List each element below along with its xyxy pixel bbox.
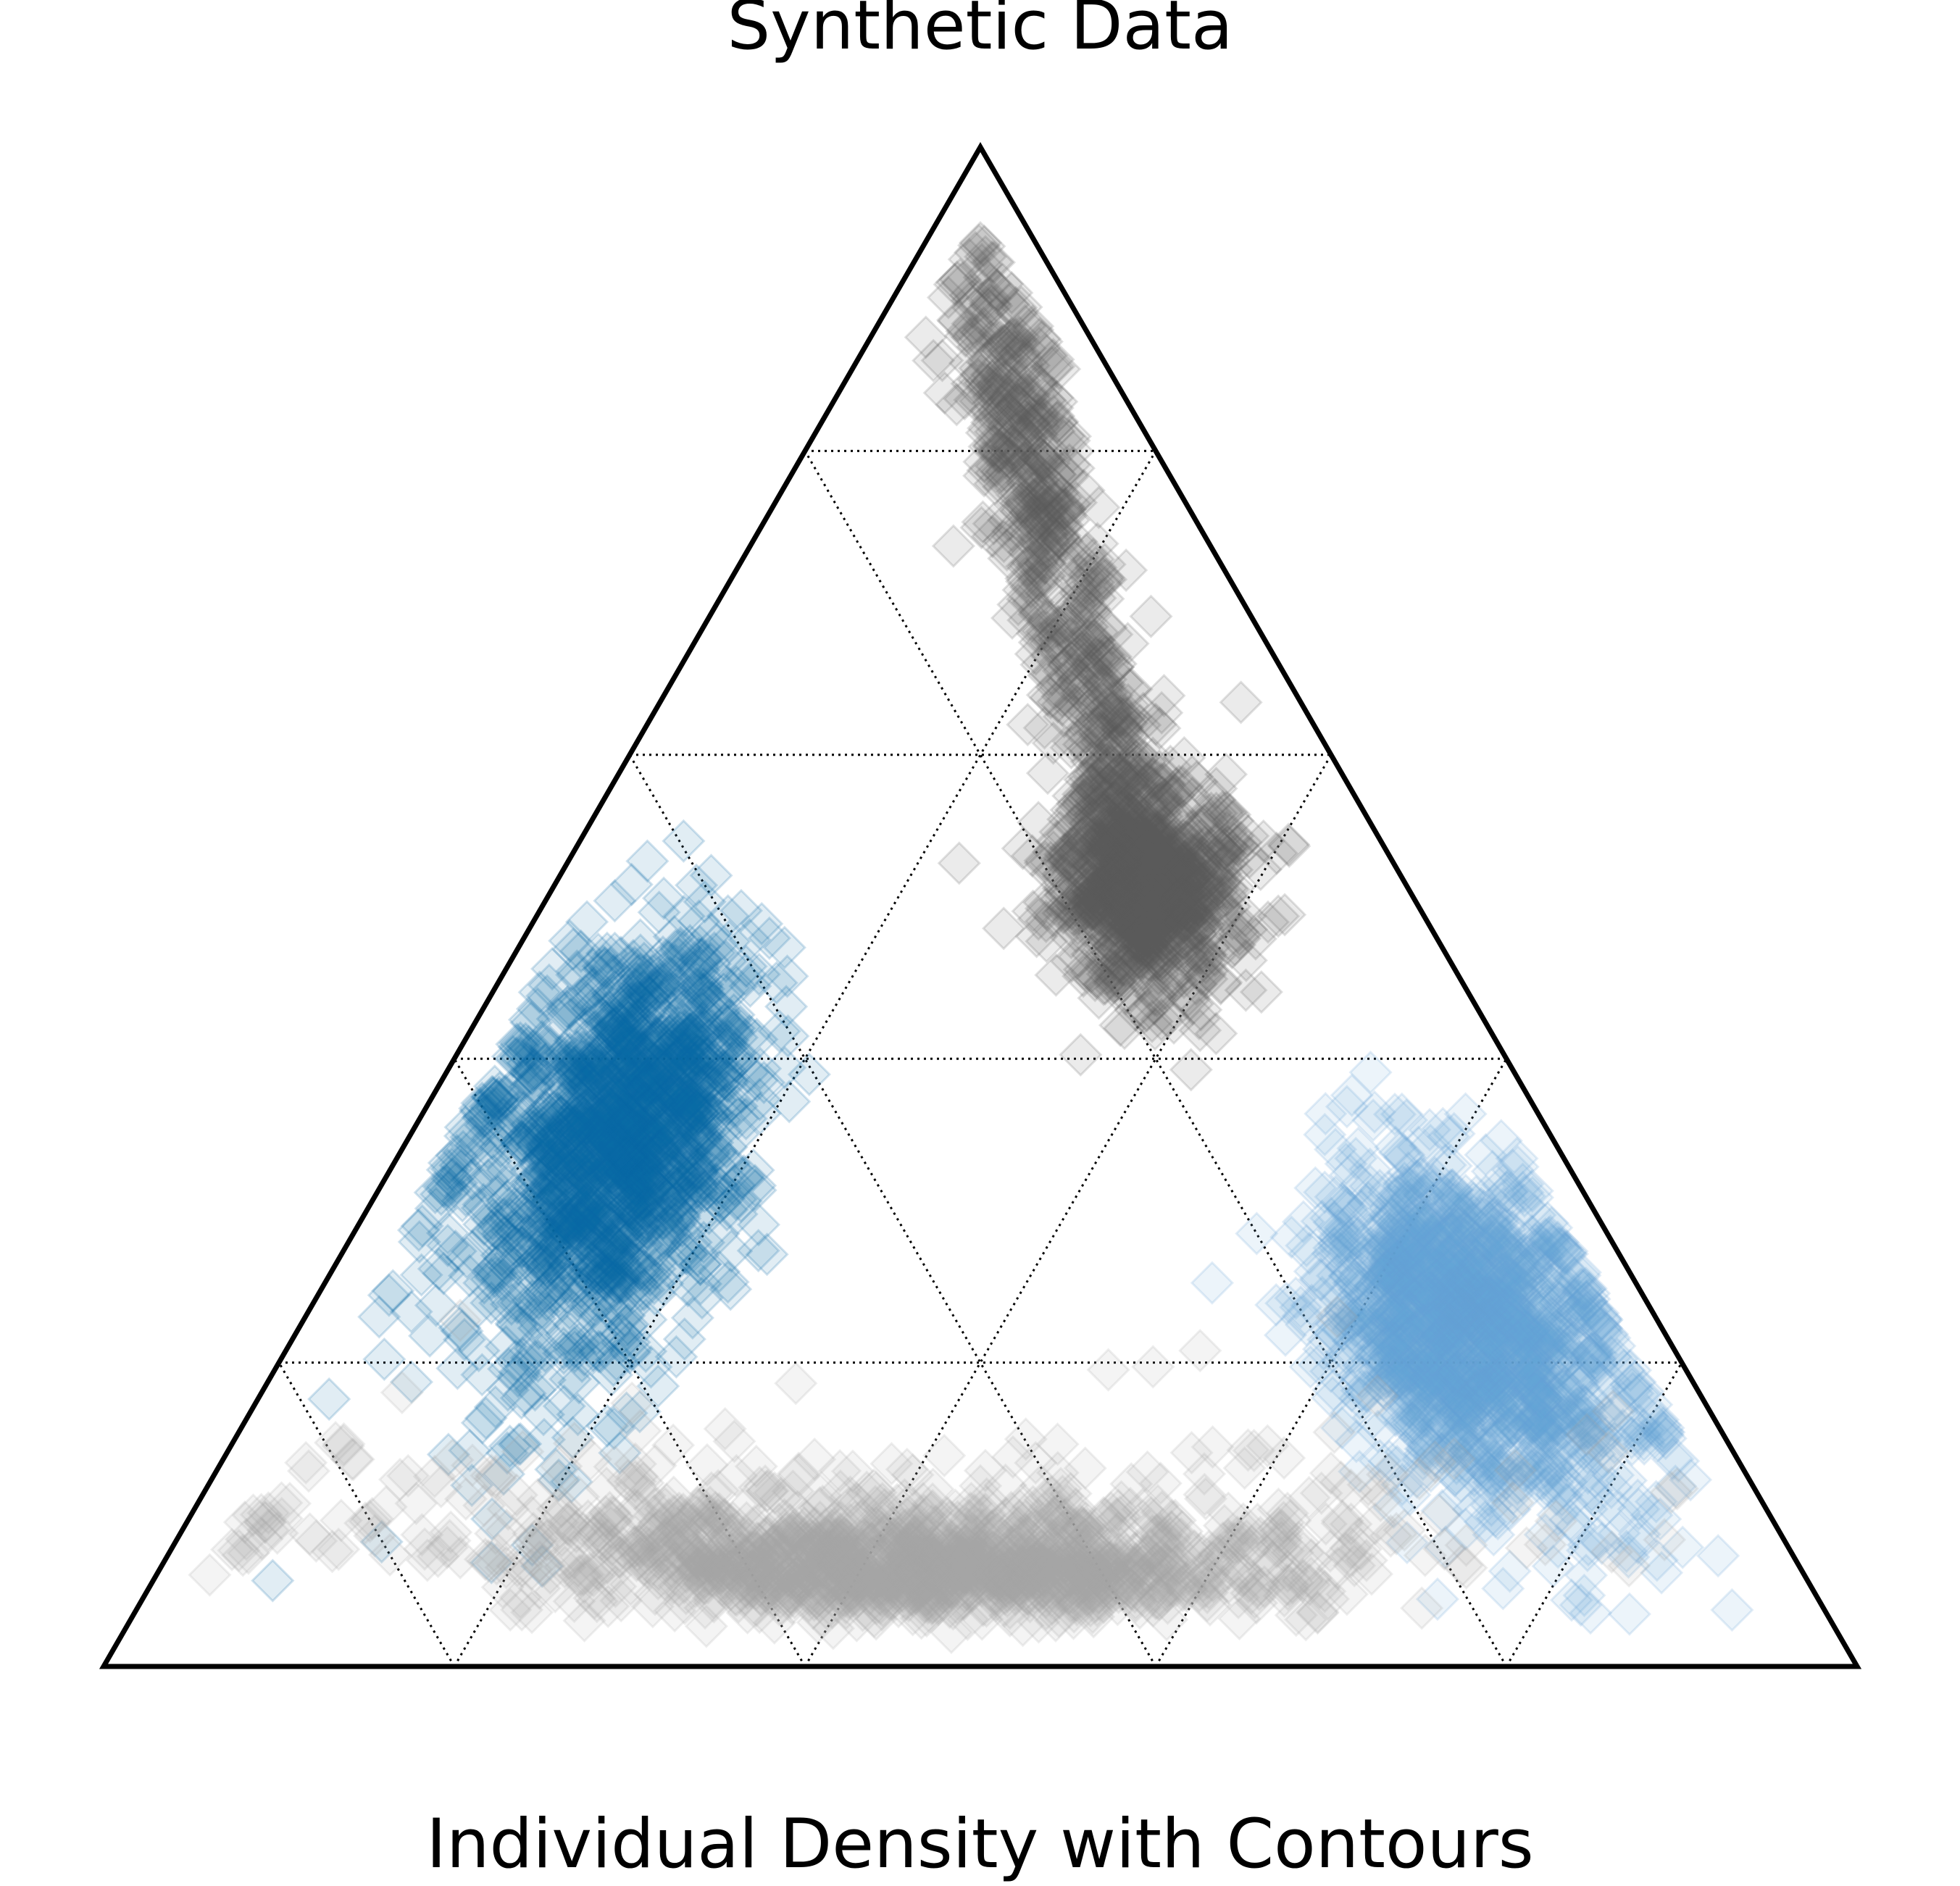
data-point	[1171, 1049, 1212, 1090]
data-point	[663, 821, 704, 861]
data-point	[1192, 1263, 1233, 1303]
data-point	[924, 1435, 964, 1476]
data-point	[775, 1363, 816, 1403]
data-point	[1698, 1535, 1738, 1576]
cluster-1	[906, 222, 1310, 1090]
data-point	[1130, 596, 1171, 637]
data-point	[1236, 1213, 1277, 1253]
data-point	[1060, 1035, 1101, 1075]
data-point	[252, 1561, 293, 1601]
data-point	[1133, 1346, 1173, 1387]
data-point	[1711, 1590, 1752, 1630]
data-point	[309, 1379, 349, 1419]
data-point	[939, 843, 980, 883]
data-point	[1180, 1330, 1220, 1371]
data-point	[1221, 682, 1262, 722]
data-point	[1609, 1594, 1650, 1635]
